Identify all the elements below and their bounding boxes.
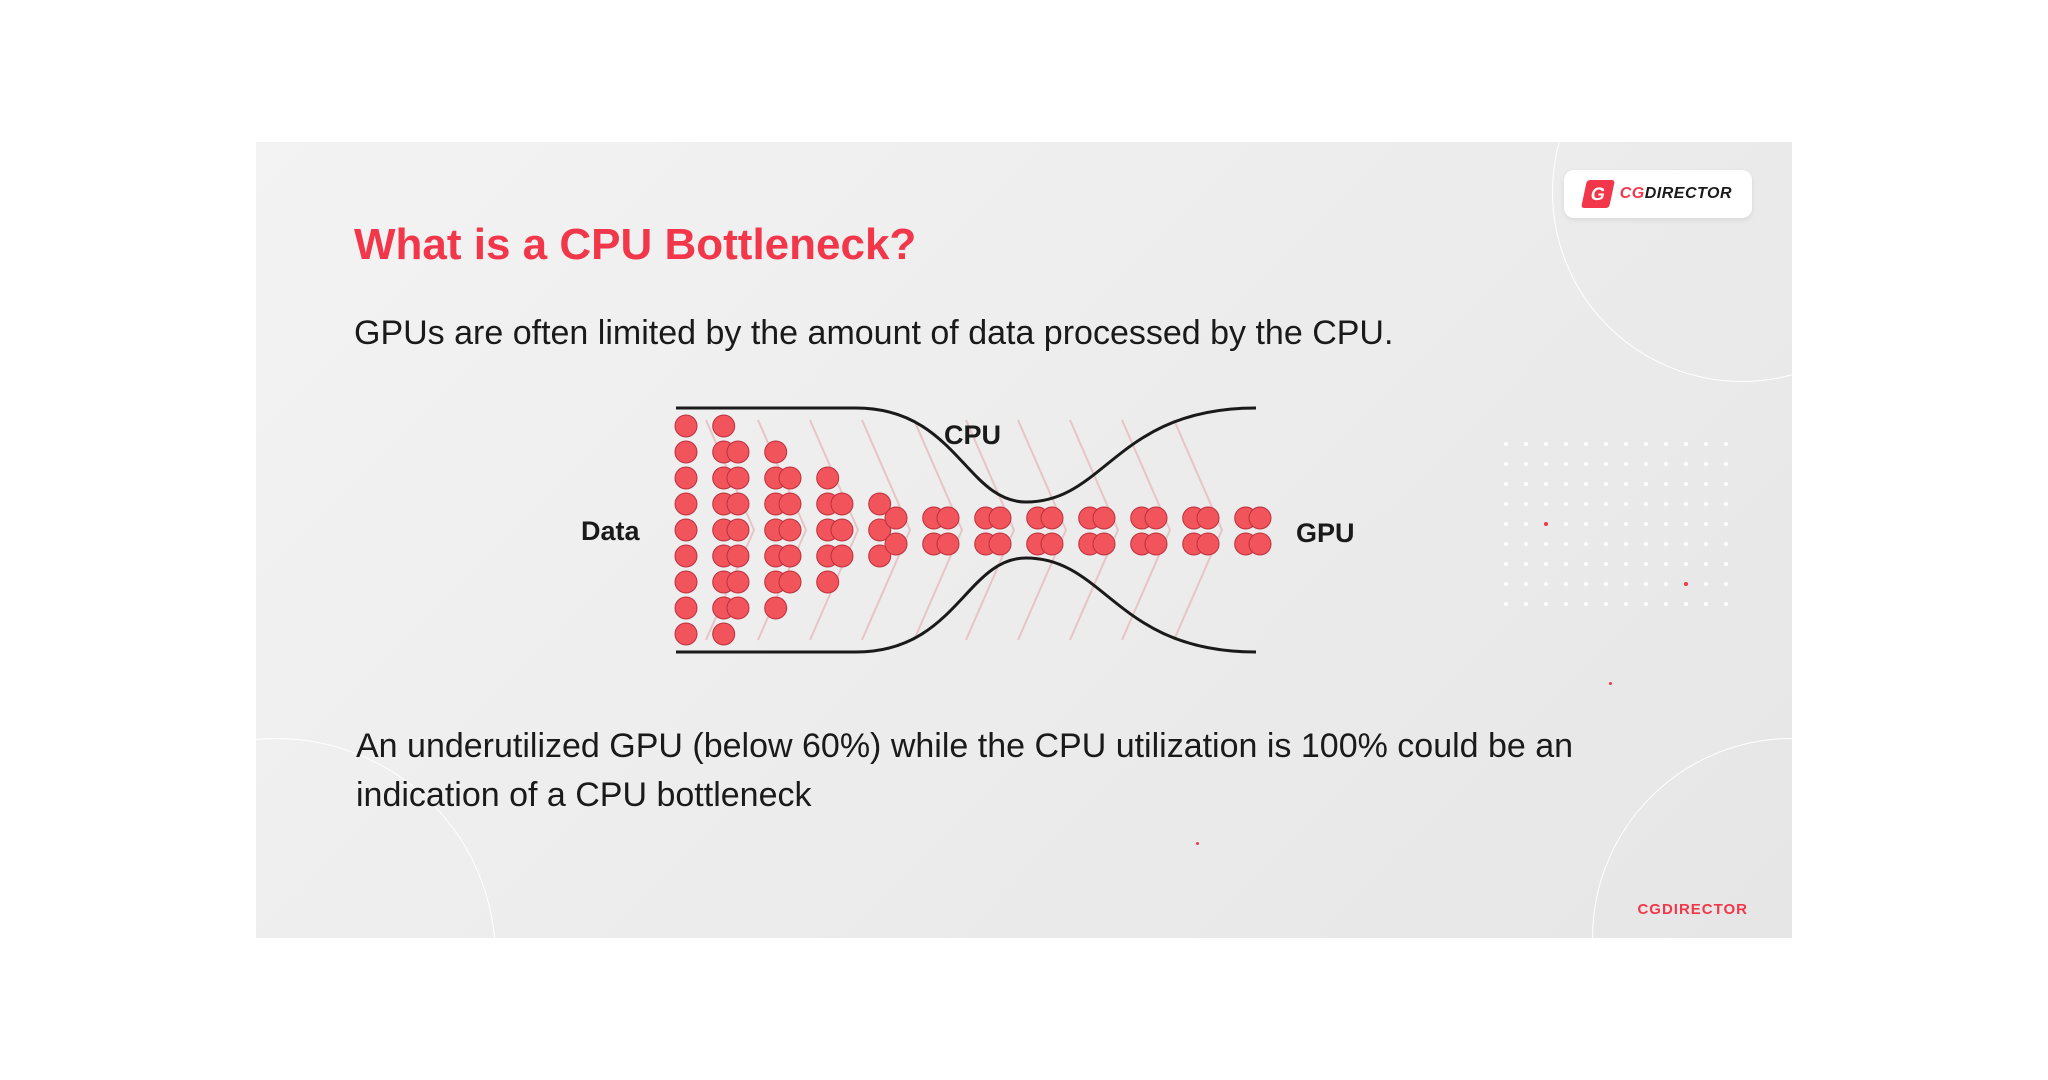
subtitle-text: GPUs are often limited by the amount of … xyxy=(354,314,1393,353)
explanation-text: An underutilized GPU (below 60%) while t… xyxy=(356,722,1636,821)
footer-brand: CGDIRECTOR xyxy=(1637,901,1748,918)
logo-badge: G CGDIRECTOR xyxy=(1564,170,1752,218)
logo-mark-icon: G xyxy=(1581,180,1615,208)
logo-rest: DIRECTOR xyxy=(1645,185,1732,202)
decor-dot-grid xyxy=(1504,442,1732,610)
svg-text:Data: Data xyxy=(581,516,641,546)
decor-dot xyxy=(1196,842,1199,845)
decor-dot xyxy=(1609,682,1612,685)
svg-text:GPU: GPU xyxy=(1296,518,1355,548)
svg-text:CPU: CPU xyxy=(944,420,1001,450)
page-title: What is a CPU Bottleneck? xyxy=(354,220,916,270)
infographic-card: G CGDIRECTOR What is a CPU Bottleneck? G… xyxy=(256,142,1792,938)
logo-text: CGDIRECTOR xyxy=(1620,185,1732,203)
logo-cg: CG xyxy=(1620,185,1645,202)
bottleneck-diagram: Data CPU GPU xyxy=(576,390,1536,670)
